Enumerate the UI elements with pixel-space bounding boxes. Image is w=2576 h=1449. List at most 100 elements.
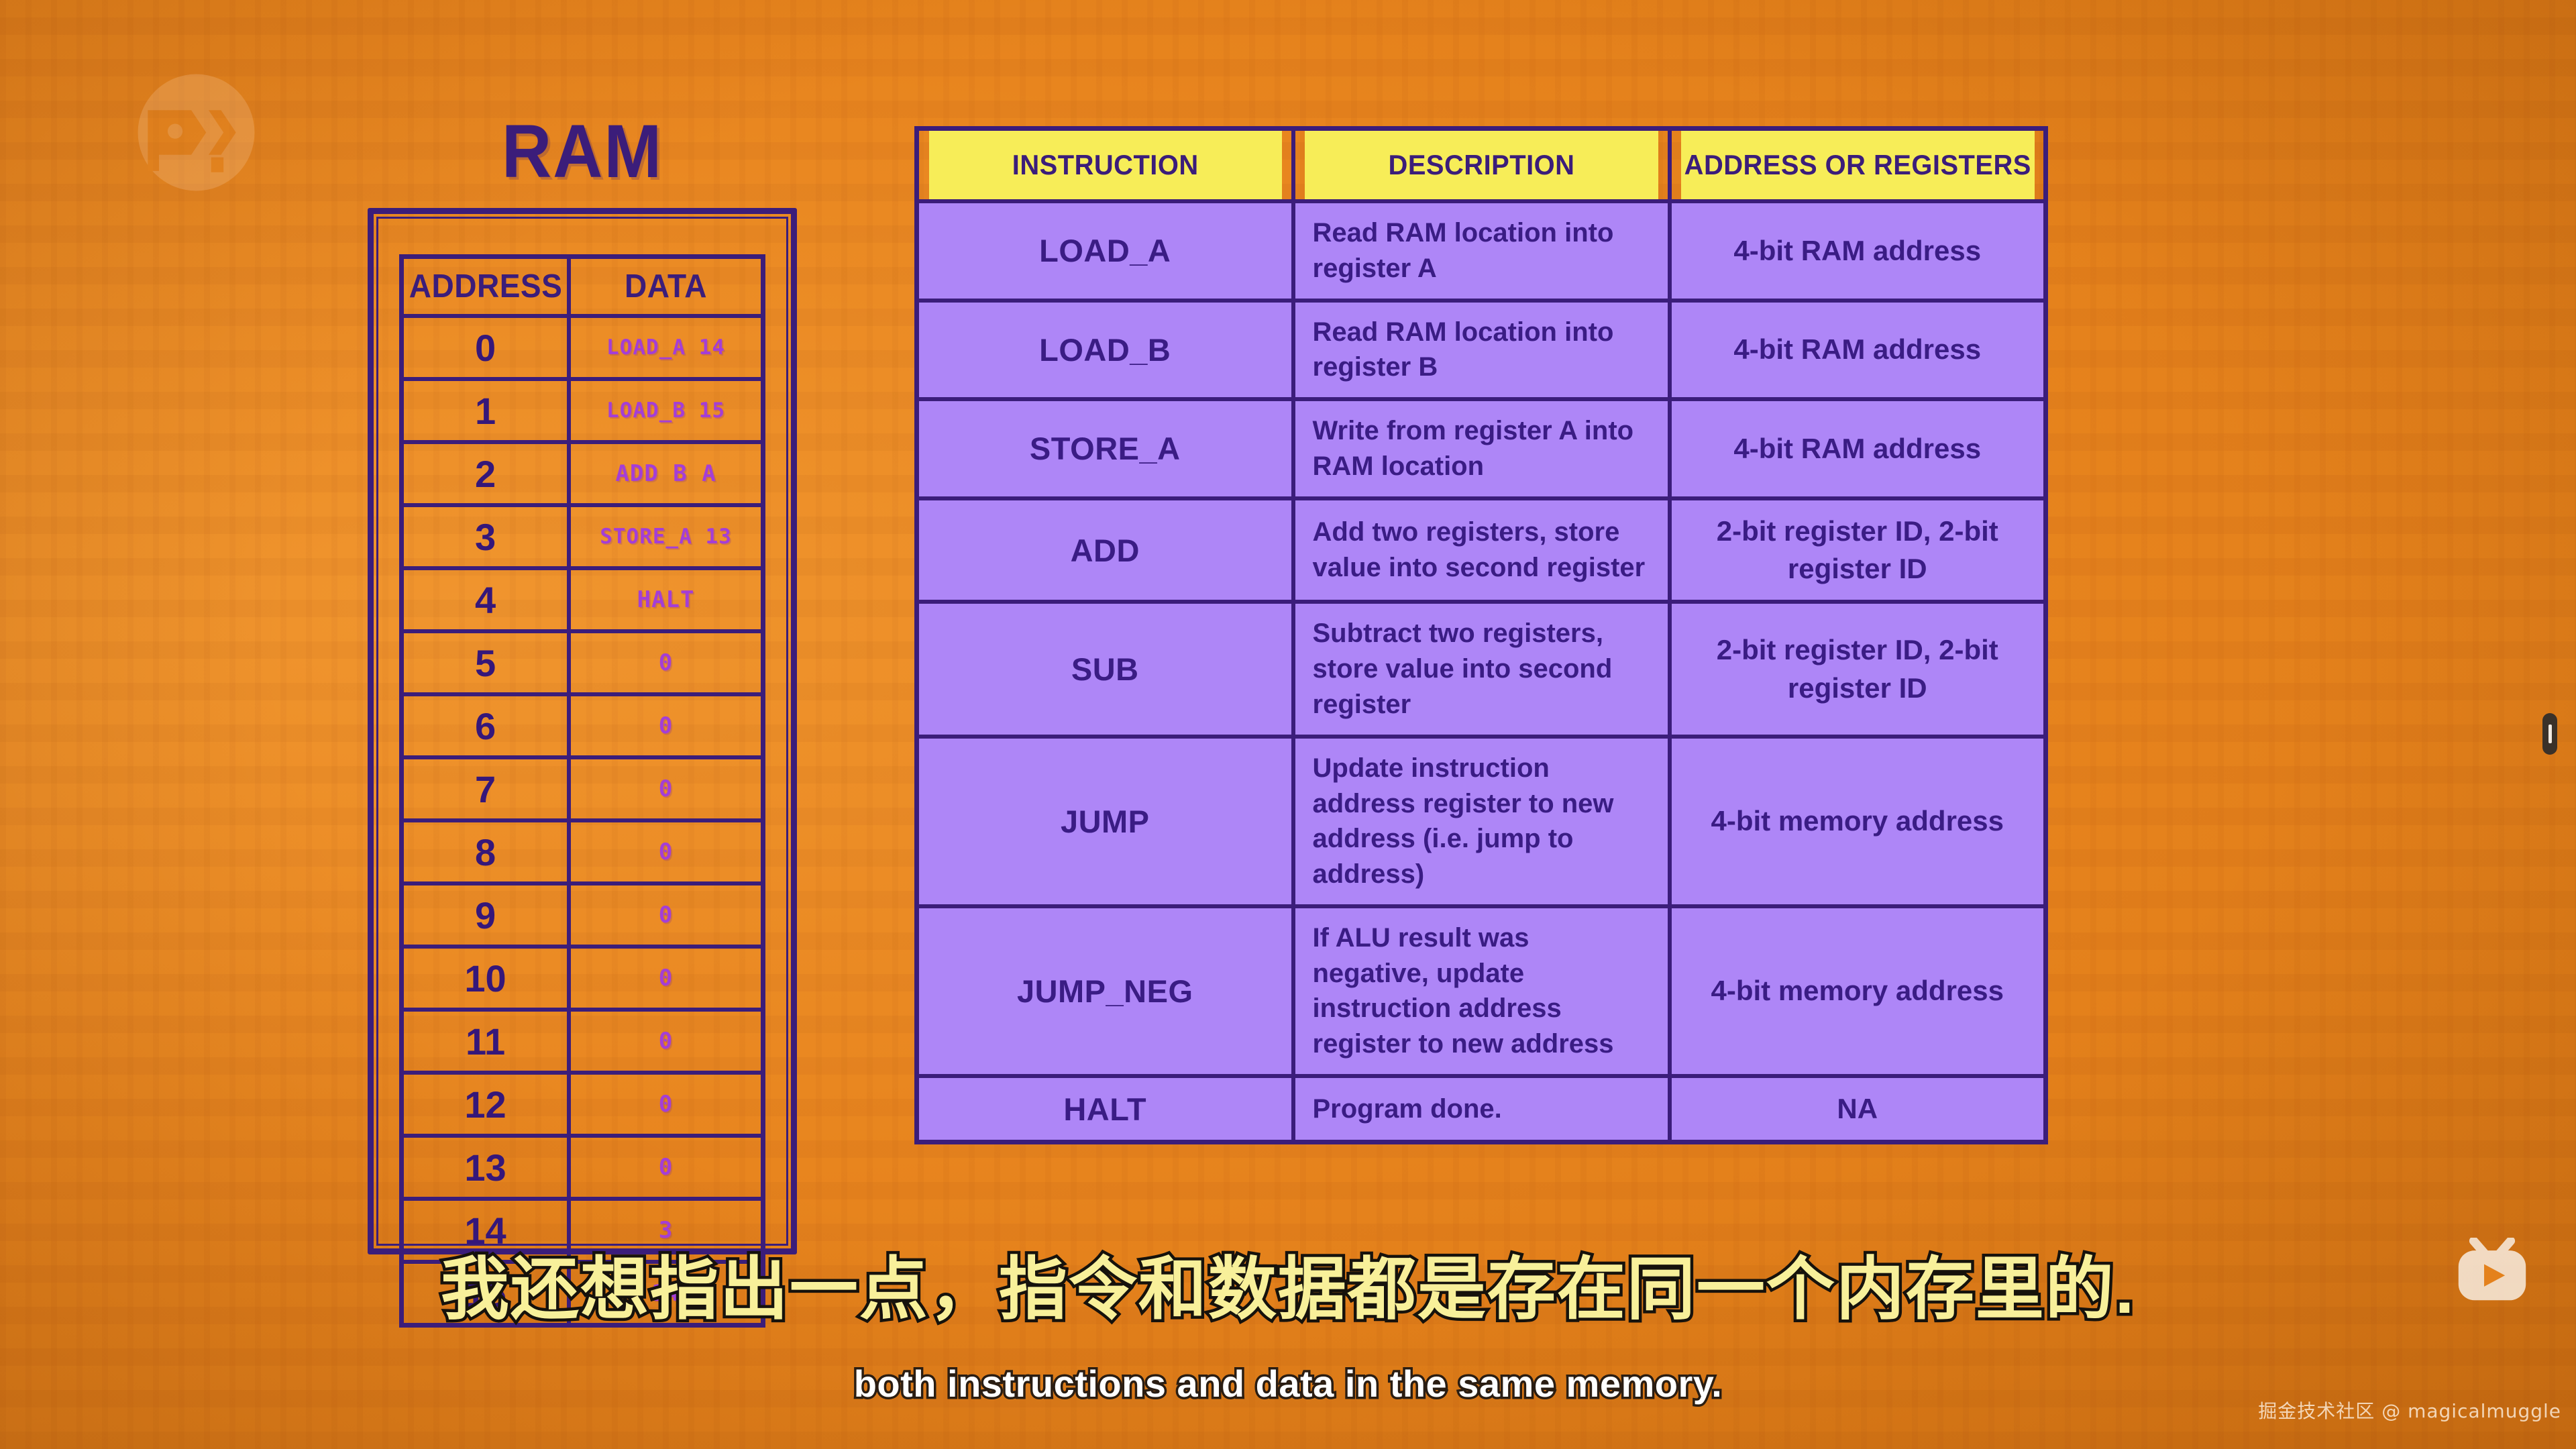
ram-table: ADDRESS DATA 0 LOAD_A 14 1 LOAD_B 15 2 ADD B … bbox=[399, 254, 765, 1328]
ram-col-data: DATA bbox=[572, 254, 759, 318]
ram-address-cell: 3 bbox=[399, 503, 572, 570]
ram-data-cell: 0 bbox=[567, 629, 765, 696]
instruction-name-cell: JUMP_NEG bbox=[914, 904, 1295, 1079]
pbs-logo-icon bbox=[138, 74, 255, 191]
col-address-or-registers: ADDRESS OR REGISTERS bbox=[1676, 126, 2039, 203]
instruction-description-cell: Write from register A into RAM location bbox=[1291, 397, 1672, 500]
instruction-description-cell: Subtract two registers, store value into… bbox=[1291, 600, 1672, 739]
ram-row: 4 HALT bbox=[399, 566, 765, 633]
ram-data-cell: 0 bbox=[567, 692, 765, 759]
instruction-description-cell: Add two registers, store value into seco… bbox=[1291, 496, 1672, 604]
instruction-operand-cell: 4-bit RAM address bbox=[1667, 397, 2048, 500]
ram-data-cell: 0 bbox=[567, 945, 765, 1012]
ram-row: 11 0 bbox=[399, 1008, 765, 1075]
ram-data-cell: LOAD_A 14 bbox=[567, 314, 765, 381]
instruction-name-cell: HALT bbox=[914, 1074, 1295, 1144]
ram-address-cell: 15 bbox=[399, 1260, 572, 1328]
instruction-name-cell: STORE_A bbox=[914, 397, 1295, 500]
ram-row: 13 0 bbox=[399, 1134, 765, 1201]
col-description: DESCRIPTION bbox=[1300, 126, 1662, 203]
instruction-row: JUMP Update instruction address register … bbox=[914, 734, 2048, 908]
ram-row: 2 ADD B A bbox=[399, 440, 765, 507]
ram-data-cell: 0 bbox=[567, 1134, 765, 1201]
instruction-operand-cell: 4-bit memory address bbox=[1667, 904, 2048, 1079]
instruction-name-cell: ADD bbox=[914, 496, 1295, 604]
ram-address-cell: 0 bbox=[399, 314, 572, 381]
ram-address-cell: 5 bbox=[399, 629, 572, 696]
instruction-operand-cell: 2-bit register ID, 2-bit register ID bbox=[1667, 600, 2048, 739]
col-instruction: INSTRUCTION bbox=[924, 126, 1286, 203]
instruction-row: STORE_A Write from register A into RAM lo… bbox=[914, 397, 2048, 500]
ram-data-cell: 0 bbox=[567, 818, 765, 885]
instruction-row: ADD Add two registers, store value into s… bbox=[914, 496, 2048, 604]
subtitle-chinese: 我还想指出一点，指令和数据都是存在同一个内存里的. bbox=[437, 1248, 2137, 1331]
ram-header-row: ADDRESS DATA bbox=[402, 254, 763, 318]
ram-address-cell: 6 bbox=[399, 692, 572, 759]
instruction-description-cell: Read RAM location into register A bbox=[1291, 199, 1672, 303]
player-edge-handle[interactable] bbox=[2542, 713, 2557, 755]
ram-row: 14 3 bbox=[399, 1197, 765, 1264]
ram-data-cell: 0 bbox=[567, 1008, 765, 1075]
subtitle-english: both instructions and data in the same m… bbox=[851, 1360, 1724, 1407]
instruction-operand-cell: 4-bit RAM address bbox=[1667, 298, 2048, 402]
ram-row: 1 LOAD_B 15 bbox=[399, 377, 765, 444]
ram-data-cell: 0 bbox=[567, 755, 765, 822]
ram-data-cell: ADD B A bbox=[567, 440, 765, 507]
ram-data-cell: 0 bbox=[567, 1071, 765, 1138]
instruction-row: HALT Program done. NA bbox=[914, 1074, 2048, 1144]
ram-address-cell: 1 bbox=[399, 377, 572, 444]
ram-row: 0 LOAD_A 14 bbox=[399, 314, 765, 381]
ram-address-cell: 14 bbox=[399, 1197, 572, 1264]
ram-address-cell: 13 bbox=[399, 1134, 572, 1201]
ram-data-cell: LOAD_B 15 bbox=[567, 377, 765, 444]
instruction-header-row: INSTRUCTION DESCRIPTION ADDRESS OR REGIS… bbox=[917, 126, 2046, 203]
ram-address-cell: 12 bbox=[399, 1071, 572, 1138]
ram-col-address: ADDRESS bbox=[405, 254, 566, 318]
instruction-description-cell: If ALU result was negative, update instr… bbox=[1291, 904, 1672, 1079]
instruction-operand-cell: 2-bit register ID, 2-bit register ID bbox=[1667, 496, 2048, 604]
bilibili-tv-icon[interactable] bbox=[2452, 1238, 2532, 1311]
ram-data-cell: 14 bbox=[567, 1260, 765, 1328]
instruction-operand-cell: NA bbox=[1667, 1074, 2048, 1144]
ram-address-cell: 8 bbox=[399, 818, 572, 885]
ram-body: 0 LOAD_A 14 1 LOAD_B 15 2 ADD B A 3 STORE_A 13 4… bbox=[399, 314, 765, 1328]
ram-address-cell: 2 bbox=[399, 440, 572, 507]
ram-row: 15 14 bbox=[399, 1260, 765, 1328]
ram-chip-frame: ADDRESS DATA 0 LOAD_A 14 1 LOAD_B 15 2 ADD B … bbox=[368, 208, 797, 1328]
instruction-operand-cell: 4-bit RAM address bbox=[1667, 199, 2048, 303]
ram-address-cell: 4 bbox=[399, 566, 572, 633]
instruction-description-cell: Update instruction address register to n… bbox=[1291, 734, 1672, 908]
instruction-name-cell: LOAD_A bbox=[914, 199, 1295, 303]
instruction-name-cell: JUMP bbox=[914, 734, 1295, 908]
ram-data-cell: HALT bbox=[567, 566, 765, 633]
instruction-table: INSTRUCTION DESCRIPTION ADDRESS OR REGIS… bbox=[914, 126, 2048, 1145]
ram-data-cell: 3 bbox=[567, 1197, 765, 1264]
instruction-operand-cell: 4-bit memory address bbox=[1667, 734, 2048, 908]
ram-data-cell: STORE_A 13 bbox=[567, 503, 765, 570]
ram-data-cell: 0 bbox=[567, 881, 765, 949]
ram-row: 3 STORE_A 13 bbox=[399, 503, 765, 570]
instruction-description-cell: Read RAM location into register B bbox=[1291, 298, 1672, 402]
site-watermark: 掘金技术社区 @ magicalmuggle bbox=[2258, 1400, 2561, 1422]
ram-row: 10 0 bbox=[399, 945, 765, 1012]
ram-title: RAM bbox=[501, 109, 663, 193]
instruction-row: JUMP_NEG If ALU result was negative, upda… bbox=[914, 904, 2048, 1079]
ram-address-cell: 9 bbox=[399, 881, 572, 949]
ram-panel: RAM ADDRESS DATA 0 LOAD_A 14 1 LOAD_B 15 2 AD… bbox=[368, 109, 797, 1328]
instruction-name-cell: SUB bbox=[914, 600, 1295, 739]
instruction-row: SUB Subtract two registers, store value i… bbox=[914, 600, 2048, 739]
ram-row: 12 0 bbox=[399, 1071, 765, 1138]
ram-address-cell: 10 bbox=[399, 945, 572, 1012]
ram-address-cell: 7 bbox=[399, 755, 572, 822]
instruction-name-cell: LOAD_B bbox=[914, 298, 1295, 402]
instruction-description-cell: Program done. bbox=[1291, 1074, 1672, 1144]
